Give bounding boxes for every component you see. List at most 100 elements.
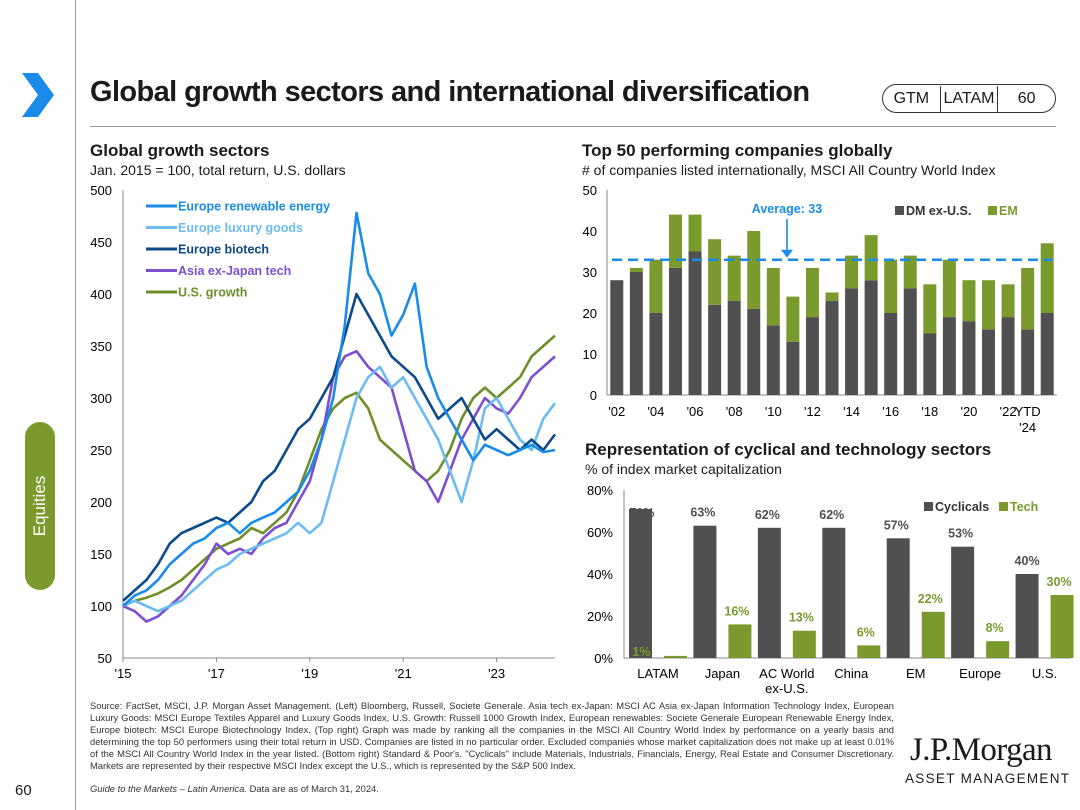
bar-tech (1050, 595, 1074, 658)
bar-segment (708, 239, 722, 305)
bar-segment (942, 317, 956, 395)
top50-stacked-bar-chart: 0 10 20 30 40 50 '02 '04 '06 '08 '10 '12 '14 '16 '18 '2… (583, 183, 1057, 435)
bar-segment (747, 308, 761, 395)
legend-swatch (895, 206, 904, 215)
y-tick-label: 40 (583, 224, 597, 239)
x-tick-label: '15 (115, 666, 132, 681)
y-tick-label: 80% (587, 483, 613, 498)
left-chart-title: Global growth sectors (90, 141, 270, 160)
cyclicals-data-label: 53% (948, 527, 973, 541)
logo-subtitle: ASSET MANAGEMENT (905, 771, 1071, 786)
x-category-label: Europe (959, 666, 1001, 681)
bar-segment (923, 333, 937, 395)
average-label: Average: 33 (752, 202, 822, 216)
bar-segment (1001, 317, 1015, 395)
series-line (122, 334, 556, 608)
bar-segment (864, 280, 878, 395)
bar-segment (1021, 267, 1035, 330)
tech-data-label: 8% (986, 621, 1004, 635)
tech-data-label: 22% (918, 592, 943, 606)
x-category-label: ex-U.S. (765, 681, 808, 696)
tech-data-label: 1% (632, 645, 650, 659)
cyclicals-data-label: 71% (629, 506, 654, 520)
y-tick-label: 300 (90, 391, 112, 406)
bar-segment (766, 325, 780, 395)
bottom-right-chart-title: Representation of cyclical and technolog… (585, 440, 992, 459)
bar-segment (747, 231, 761, 309)
legend-label: Cyclicals (935, 500, 989, 514)
x-category-label: Japan (705, 666, 740, 681)
y-tick-label: 50 (583, 183, 597, 198)
growth-sectors-line-chart: 50 100 150 200 250 300 350 400 450 500 '15 '17 '19 '2… (90, 183, 557, 681)
page-title: Global growth sectors and international … (90, 76, 810, 108)
tech-data-label: 13% (789, 611, 814, 625)
legend-label: Asia ex-Japan tech (178, 264, 291, 278)
bar-segment (923, 284, 937, 334)
bar-cyclicals (886, 538, 910, 658)
y-tick-label: 500 (90, 183, 112, 198)
bar-tech (921, 611, 945, 658)
bar-segment (962, 280, 976, 322)
badge-region: LATAM (939, 85, 998, 112)
bar-segment (884, 259, 898, 313)
x-tick-label: '24 (1019, 420, 1036, 435)
y-tick-label: 250 (90, 443, 112, 458)
x-category-label: AC World (759, 666, 814, 681)
y-tick-label: 0 (590, 388, 597, 403)
x-tick-label: '16 (882, 404, 899, 419)
legend-swatch (988, 206, 997, 215)
bar-segment (903, 255, 917, 289)
bar-segment (1040, 313, 1054, 395)
bar-segment (962, 321, 976, 395)
tech-data-label: 30% (1047, 575, 1072, 589)
bar-segment (845, 255, 859, 289)
guide-title: Guide to the Markets – Latin America. (90, 783, 248, 794)
cyclicals-data-label: 62% (755, 508, 780, 522)
bar-segment (688, 251, 702, 395)
bar-segment (668, 267, 682, 395)
x-tick-label: '14 (843, 404, 860, 419)
x-category-label: EM (906, 666, 926, 681)
x-category-label: China (834, 666, 869, 681)
legend-label: EM (999, 204, 1018, 218)
page-number: 60 (15, 782, 32, 799)
bar-segment (884, 313, 898, 395)
y-tick-label: 10 (583, 347, 597, 362)
x-tick-label: '20 (960, 404, 977, 419)
y-tick-label: 60% (587, 525, 613, 540)
x-tick-label: '23 (488, 666, 505, 681)
cyclicals-data-label: 40% (1015, 554, 1040, 568)
x-tick-label: '21 (395, 666, 412, 681)
tech-data-label: 6% (857, 625, 875, 639)
bar-tech (857, 645, 881, 658)
cyclicals-data-label: 63% (690, 506, 715, 520)
legend-label: Europe biotech (178, 243, 269, 257)
bar-segment (1040, 243, 1054, 313)
x-category-label: LATAM (637, 666, 678, 681)
logo-name: J.P.Morgan (910, 732, 1053, 768)
bar-segment (805, 267, 819, 318)
bar-cyclicals (1015, 574, 1039, 658)
jpmorgan-logo: J.P.Morgan ASSET MANAGEMENT (905, 732, 1071, 786)
bar-segment (786, 296, 800, 342)
bar-segment (766, 267, 780, 326)
y-tick-label: 40% (587, 567, 613, 582)
series-line (122, 211, 556, 607)
y-tick-label: 450 (90, 235, 112, 250)
y-tick-label: 0% (594, 651, 613, 666)
x-tick-label: '19 (301, 666, 318, 681)
section-tab[interactable]: Equities (25, 422, 55, 590)
y-tick-label: 30 (583, 265, 597, 280)
x-tick-label: '18 (921, 404, 938, 419)
average-arrowhead (781, 249, 793, 258)
tech-data-label: 16% (724, 604, 749, 618)
x-tick-label: '12 (804, 404, 821, 419)
x-tick-label: '02 (608, 404, 625, 419)
bar-segment (845, 288, 859, 395)
y-tick-label: 20% (587, 609, 613, 624)
legend-swatch (924, 502, 933, 511)
bar-cyclicals (629, 508, 652, 658)
legend-swatch (999, 502, 1008, 511)
x-tick-label: '04 (647, 404, 664, 419)
bar-segment (982, 329, 996, 395)
